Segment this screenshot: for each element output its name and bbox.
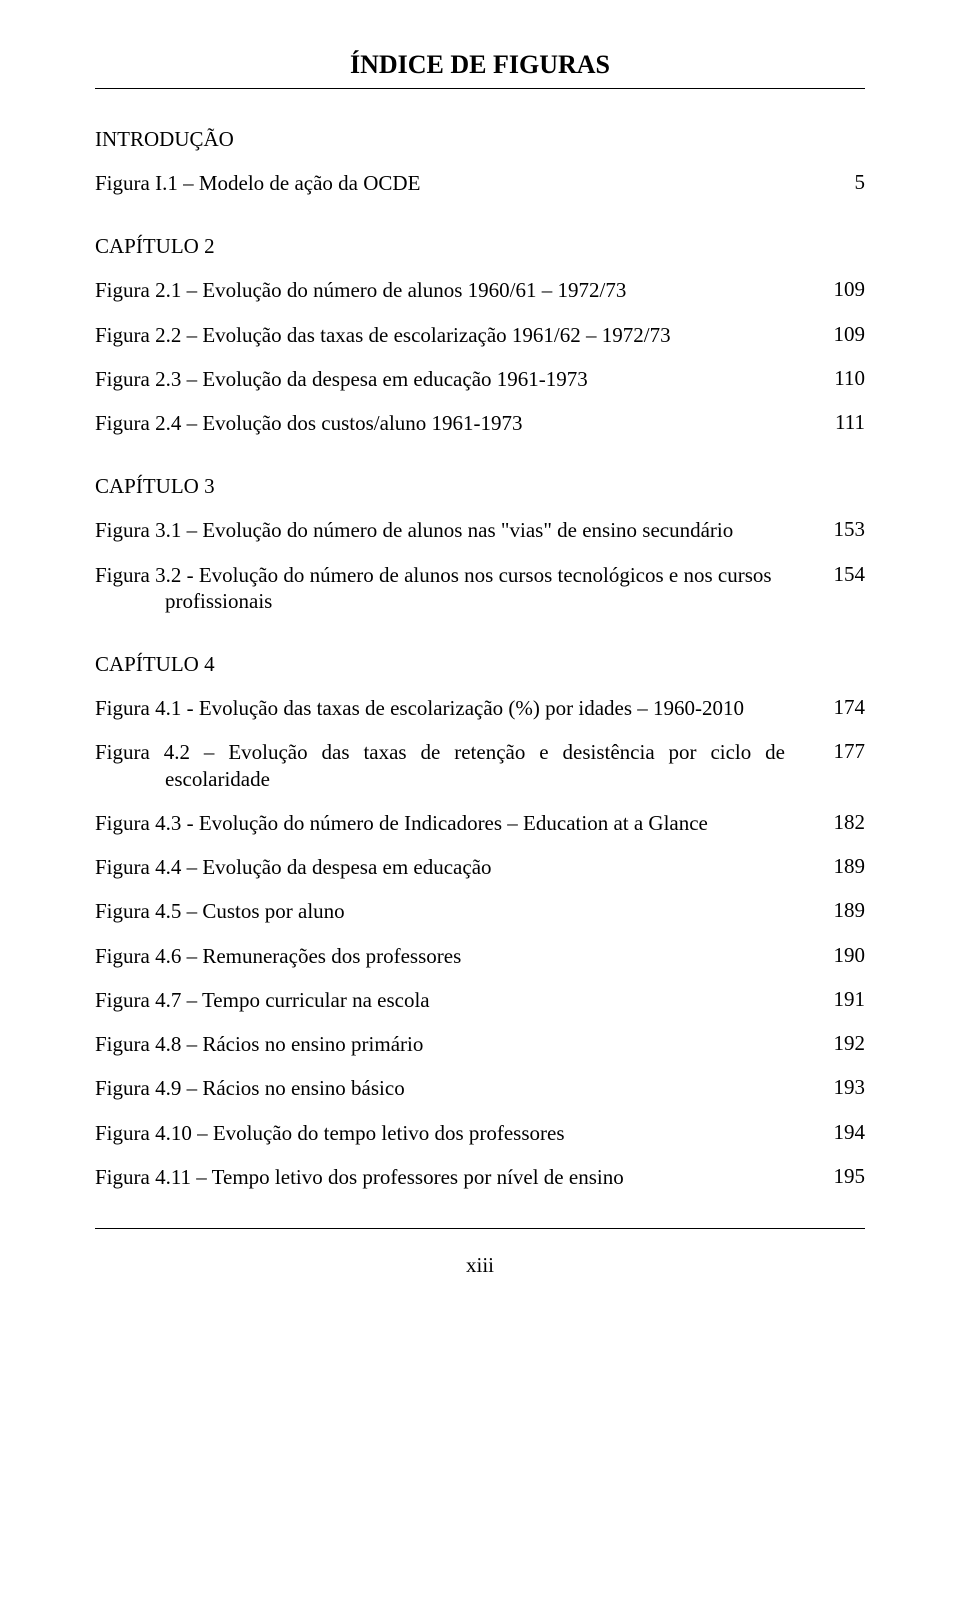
- figure-entry: Figura 4.4 – Evolução da despesa em educ…: [95, 854, 865, 880]
- section-heading-cap4: CAPÍTULO 4: [95, 652, 865, 677]
- figure-label: Figura 4.6 – Remunerações dos professore…: [95, 943, 815, 969]
- figure-label: Figura 2.3 – Evolução da despesa em educ…: [95, 366, 815, 392]
- figure-page: 182: [815, 810, 865, 835]
- figure-entry: Figura 2.2 – Evolução das taxas de escol…: [95, 322, 865, 348]
- figure-page: 109: [815, 277, 865, 302]
- figure-label: Figura 3.1 – Evolução do número de aluno…: [95, 517, 815, 543]
- figure-label: Figura 4.2 – Evolução das taxas de reten…: [95, 739, 815, 792]
- figure-page: 190: [815, 943, 865, 968]
- figure-entry: Figura 2.1 – Evolução do número de aluno…: [95, 277, 865, 303]
- figure-entry: Figura 4.8 – Rácios no ensino primário 1…: [95, 1031, 865, 1057]
- page-number-roman: xiii: [95, 1253, 865, 1278]
- figure-label: Figura 4.7 – Tempo curricular na escola: [95, 987, 815, 1013]
- title-rule: [95, 88, 865, 89]
- figure-page: 153: [815, 517, 865, 542]
- figure-label: Figura 4.3 - Evolução do número de Indic…: [95, 810, 815, 836]
- figure-page: 154: [815, 562, 865, 587]
- figure-label: Figura 2.2 – Evolução das taxas de escol…: [95, 322, 815, 348]
- figure-entry: Figura 4.9 – Rácios no ensino básico 193: [95, 1075, 865, 1101]
- figure-entry: Figura 4.11 – Tempo letivo dos professor…: [95, 1164, 865, 1190]
- figure-entry: Figura 4.1 - Evolução das taxas de escol…: [95, 695, 865, 721]
- figure-page: 111: [815, 410, 865, 435]
- page-title: ÍNDICE DE FIGURAS: [95, 50, 865, 80]
- figure-page: 110: [815, 366, 865, 391]
- figure-page: 189: [815, 854, 865, 879]
- figure-page: 192: [815, 1031, 865, 1056]
- figure-page: 193: [815, 1075, 865, 1100]
- figure-label: Figura 4.8 – Rácios no ensino primário: [95, 1031, 815, 1057]
- figure-label: Figura 4.10 – Evolução do tempo letivo d…: [95, 1120, 815, 1146]
- figure-entry: Figura 2.4 – Evolução dos custos/aluno 1…: [95, 410, 865, 436]
- figure-page: 195: [815, 1164, 865, 1189]
- section-heading-cap2: CAPÍTULO 2: [95, 234, 865, 259]
- figure-label: Figura 3.2 - Evolução do número de aluno…: [95, 562, 815, 615]
- figure-label: Figura 4.1 - Evolução das taxas de escol…: [95, 695, 815, 721]
- figure-label: Figura 2.1 – Evolução do número de aluno…: [95, 277, 815, 303]
- figure-entry: Figura I.1 – Modelo de ação da OCDE 5: [95, 170, 865, 196]
- figure-entry: Figura 4.5 – Custos por aluno 189: [95, 898, 865, 924]
- page: ÍNDICE DE FIGURAS INTRODUÇÃO Figura I.1 …: [0, 0, 960, 1597]
- figure-page: 177: [815, 739, 865, 764]
- figure-entry: Figura 2.3 – Evolução da despesa em educ…: [95, 366, 865, 392]
- figure-entry: Figura 4.2 – Evolução das taxas de reten…: [95, 739, 865, 792]
- figure-label: Figura 2.4 – Evolução dos custos/aluno 1…: [95, 410, 815, 436]
- figure-label: Figura 4.9 – Rácios no ensino básico: [95, 1075, 815, 1101]
- figure-page: 194: [815, 1120, 865, 1145]
- figure-page: 109: [815, 322, 865, 347]
- figure-label: Figura 4.4 – Evolução da despesa em educ…: [95, 854, 815, 880]
- figure-page: 5: [815, 170, 865, 195]
- figure-entry: Figura 3.2 - Evolução do número de aluno…: [95, 562, 865, 615]
- section-heading-cap3: CAPÍTULO 3: [95, 474, 865, 499]
- figure-entry: Figura 4.3 - Evolução do número de Indic…: [95, 810, 865, 836]
- figure-page: 189: [815, 898, 865, 923]
- figure-label: Figura 4.11 – Tempo letivo dos professor…: [95, 1164, 815, 1190]
- figure-entry: Figura 4.10 – Evolução do tempo letivo d…: [95, 1120, 865, 1146]
- figure-entry: Figura 4.6 – Remunerações dos professore…: [95, 943, 865, 969]
- bottom-rule: [95, 1228, 865, 1229]
- figure-page: 191: [815, 987, 865, 1012]
- figure-entry: Figura 3.1 – Evolução do número de aluno…: [95, 517, 865, 543]
- figure-label: Figura I.1 – Modelo de ação da OCDE: [95, 170, 815, 196]
- section-heading-intro: INTRODUÇÃO: [95, 127, 865, 152]
- figure-page: 174: [815, 695, 865, 720]
- figure-entry: Figura 4.7 – Tempo curricular na escola …: [95, 987, 865, 1013]
- figure-label: Figura 4.5 – Custos por aluno: [95, 898, 815, 924]
